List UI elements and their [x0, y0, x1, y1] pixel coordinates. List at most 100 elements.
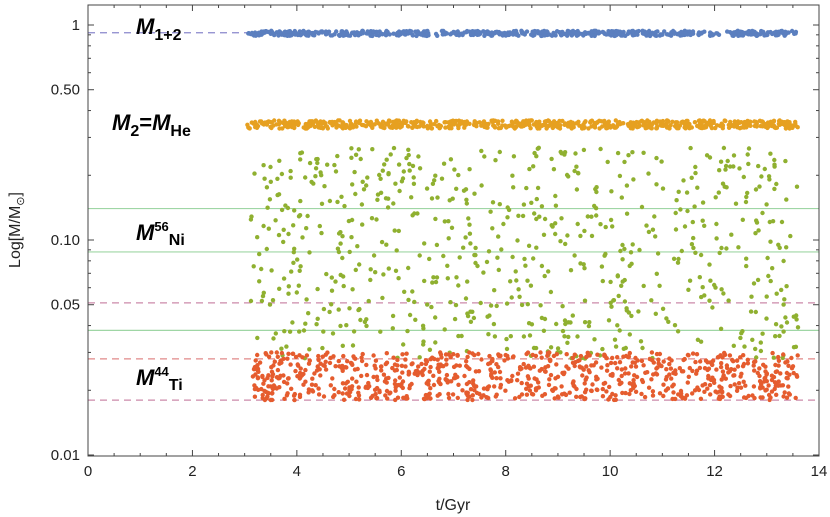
data-point: [776, 32, 781, 37]
data-point: [787, 122, 792, 127]
data-point: [665, 32, 671, 37]
data-point: [753, 231, 758, 236]
data-point: [692, 204, 697, 209]
data-point: [600, 346, 605, 352]
data-point: [456, 33, 462, 38]
data-point: [779, 287, 784, 293]
data-point: [304, 297, 309, 302]
data-point: [795, 353, 800, 358]
data-point: [560, 328, 566, 334]
data-point: [570, 28, 576, 34]
data-point: [605, 363, 610, 368]
data-point: [511, 354, 516, 359]
data-point: [310, 376, 315, 381]
data-point: [586, 323, 592, 329]
data-point: [347, 118, 353, 124]
data-point: [659, 123, 664, 128]
data-point: [774, 392, 779, 397]
data-point: [373, 270, 378, 275]
data-point: [452, 316, 458, 322]
data-point: [600, 394, 606, 399]
data-point: [683, 126, 688, 131]
data-point: [431, 275, 436, 280]
data-point: [619, 380, 624, 385]
data-point: [613, 344, 619, 349]
data-point: [774, 369, 780, 374]
data-point: [773, 322, 779, 327]
data-point: [269, 378, 274, 383]
data-point: [578, 233, 583, 239]
data-point: [565, 233, 570, 238]
data-point: [446, 236, 451, 241]
data-point: [327, 309, 332, 315]
data-point: [514, 278, 519, 283]
data-point: [253, 33, 258, 38]
data-point: [329, 288, 335, 293]
data-point: [615, 323, 620, 328]
data-point: [384, 351, 389, 356]
data-point: [718, 364, 724, 370]
data-point: [795, 325, 801, 330]
data-point: [503, 33, 508, 38]
data-point: [593, 186, 598, 192]
data-point: [743, 199, 749, 205]
data-point: [676, 392, 681, 397]
data-point: [714, 390, 720, 395]
data-point: [738, 355, 743, 360]
data-point: [452, 167, 457, 172]
data-point: [553, 221, 558, 226]
data-point: [292, 397, 297, 403]
data-point: [719, 361, 724, 366]
data-point: [427, 369, 432, 374]
data-point: [375, 197, 380, 202]
data-point: [783, 315, 788, 320]
data-point: [675, 260, 681, 265]
data-point: [491, 321, 497, 327]
y-tick-label: 0.05: [51, 297, 80, 314]
data-point: [698, 339, 704, 344]
data-point: [525, 278, 530, 283]
data-point: [279, 346, 284, 351]
data-point: [599, 365, 604, 370]
data-point: [285, 205, 291, 211]
data-point: [592, 33, 597, 39]
data-point: [301, 328, 307, 333]
data-point: [724, 365, 730, 371]
data-point: [336, 249, 342, 255]
data-point: [304, 226, 309, 231]
data-point: [274, 375, 280, 380]
data-point: [448, 157, 454, 162]
data-point: [429, 126, 435, 131]
data-point: [313, 174, 318, 179]
data-point: [670, 28, 676, 34]
data-point: [638, 119, 644, 124]
data-point: [618, 248, 623, 254]
data-point: [539, 355, 544, 360]
data-point: [542, 30, 547, 35]
data-point: [391, 145, 397, 151]
data-point: [746, 146, 752, 151]
data-point: [713, 285, 718, 290]
data-point: [297, 268, 302, 273]
data-point: [470, 393, 475, 398]
data-point: [767, 177, 772, 182]
data-point: [455, 395, 460, 401]
data-point: [731, 33, 736, 38]
data-point: [332, 393, 337, 398]
data-point: [654, 271, 659, 276]
data-point: [736, 245, 741, 250]
data-point: [365, 29, 370, 34]
data-point: [657, 283, 662, 288]
data-point: [642, 394, 648, 400]
axis-ticks: 0 2 4 6 8 10 12 14 0.01 0.05 0.10 0.50 1: [51, 5, 827, 480]
data-point: [371, 253, 377, 258]
data-point: [446, 352, 451, 357]
data-point: [723, 163, 729, 169]
data-point: [619, 195, 624, 200]
data-point: [413, 369, 418, 374]
data-point: [613, 118, 618, 123]
data-point: [348, 360, 354, 366]
data-point: [646, 385, 652, 390]
data-point: [608, 279, 613, 285]
data-point: [506, 32, 512, 37]
